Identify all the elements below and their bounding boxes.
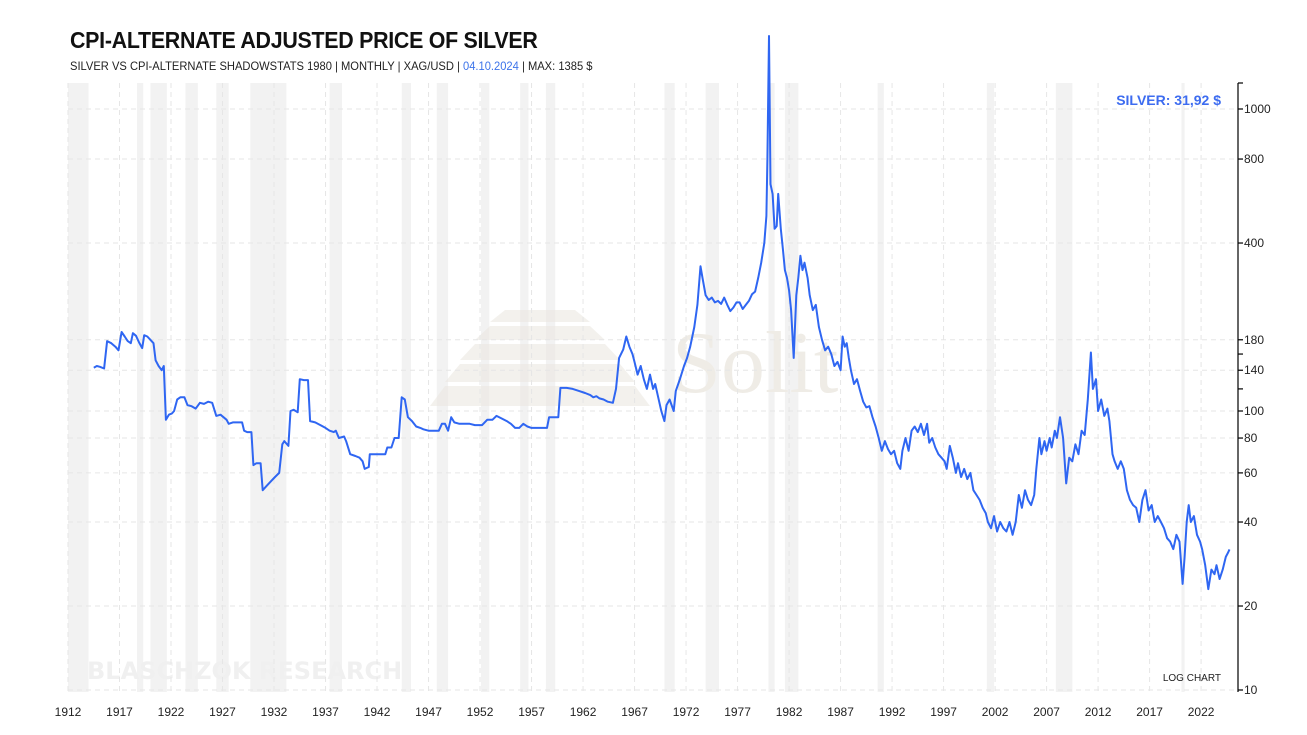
x-tick-label: 1987	[827, 705, 854, 719]
watermark-research: BLASCHZOK RESEARCH	[87, 657, 402, 685]
chart-title: CPI-ALTERNATE ADJUSTED PRICE OF SILVER	[70, 27, 538, 53]
x-tick-label: 1932	[261, 705, 288, 719]
x-tick-label: 1982	[776, 705, 803, 719]
recession-band	[768, 83, 775, 692]
watermark: Solit BLASCHZOK RESEARCH	[87, 310, 838, 685]
y-tick-label: 80	[1244, 431, 1258, 445]
recession-band	[250, 83, 287, 692]
x-tick-label: 1927	[209, 705, 236, 719]
x-tick-label: 1937	[312, 705, 339, 719]
x-tick-label: 2017	[1136, 705, 1163, 719]
recession-band	[784, 83, 799, 692]
recession-band	[436, 83, 449, 692]
current-price-label: SILVER: 31,92 $	[1116, 92, 1221, 108]
x-tick-label: 1942	[364, 705, 391, 719]
x-tick-label: 1917	[106, 705, 133, 719]
subtitle-main: SILVER VS CPI-ALTERNATE SHADOWSTATS 1980…	[70, 59, 463, 73]
x-tick-label: 1922	[158, 705, 185, 719]
x-tick-label: 2007	[1033, 705, 1060, 719]
x-tick-label: 2022	[1188, 705, 1215, 719]
recession-band	[185, 83, 198, 692]
x-tick-label: 1972	[673, 705, 700, 719]
recession-band	[216, 83, 229, 692]
subtitle-date: 04.10.2024	[462, 59, 519, 73]
y-tick-label: 40	[1244, 515, 1258, 529]
x-tick-label: 1912	[55, 705, 82, 719]
grid	[67, 83, 1238, 692]
recession-band	[877, 83, 884, 692]
x-tick-label: 1947	[415, 705, 442, 719]
recession-band	[1181, 83, 1185, 692]
recession-band	[705, 83, 720, 692]
series-line-silver	[93, 35, 1231, 591]
recession-band	[664, 83, 675, 692]
y-tick-label: 1000	[1244, 102, 1271, 116]
x-tick-label: 1962	[570, 705, 597, 719]
x-tick-label: 1957	[518, 705, 545, 719]
y-tick-label: 140	[1244, 363, 1264, 377]
y-tick-label: 800	[1244, 152, 1264, 166]
recession-band	[150, 83, 167, 692]
y-tick-label: 100	[1244, 404, 1264, 418]
recession-band	[137, 83, 144, 692]
x-tick-label: 1992	[879, 705, 906, 719]
x-axis: 1912 1917 1922 1927 1932 1937 1942 1947 1952 1957…	[55, 705, 1215, 719]
solit-logo-icon	[430, 310, 650, 406]
recession-band	[401, 83, 412, 692]
watermark-brand: Solit	[672, 315, 838, 412]
y-axis: 10 20 40 60 80 100 140 180 400 800 1000	[1237, 82, 1271, 697]
x-tick-label: 1967	[621, 705, 648, 719]
log-chart-label: LOG CHART	[1163, 673, 1221, 684]
subtitle-max: | MAX: 1385 $	[518, 59, 593, 73]
recession-band	[986, 83, 995, 692]
y-tick-label: 60	[1244, 466, 1258, 480]
x-tick-label: 1952	[467, 705, 494, 719]
x-tick-label: 2002	[982, 705, 1009, 719]
y-tick-label: 20	[1244, 599, 1258, 613]
recession-band	[68, 83, 89, 692]
y-tick-label: 180	[1244, 333, 1264, 347]
recession-bands	[68, 83, 1185, 692]
x-tick-label: 2012	[1085, 705, 1112, 719]
y-tick-label: 10	[1244, 683, 1258, 697]
y-tick-label: 400	[1244, 236, 1264, 250]
recession-band	[1055, 83, 1073, 692]
chart-subtitle: SILVER VS CPI-ALTERNATE SHADOWSTATS 1980…	[70, 59, 592, 73]
series-layer	[93, 35, 1231, 591]
recession-band	[329, 83, 343, 692]
x-tick-label: 1997	[930, 705, 957, 719]
x-tick-label: 1977	[724, 705, 751, 719]
